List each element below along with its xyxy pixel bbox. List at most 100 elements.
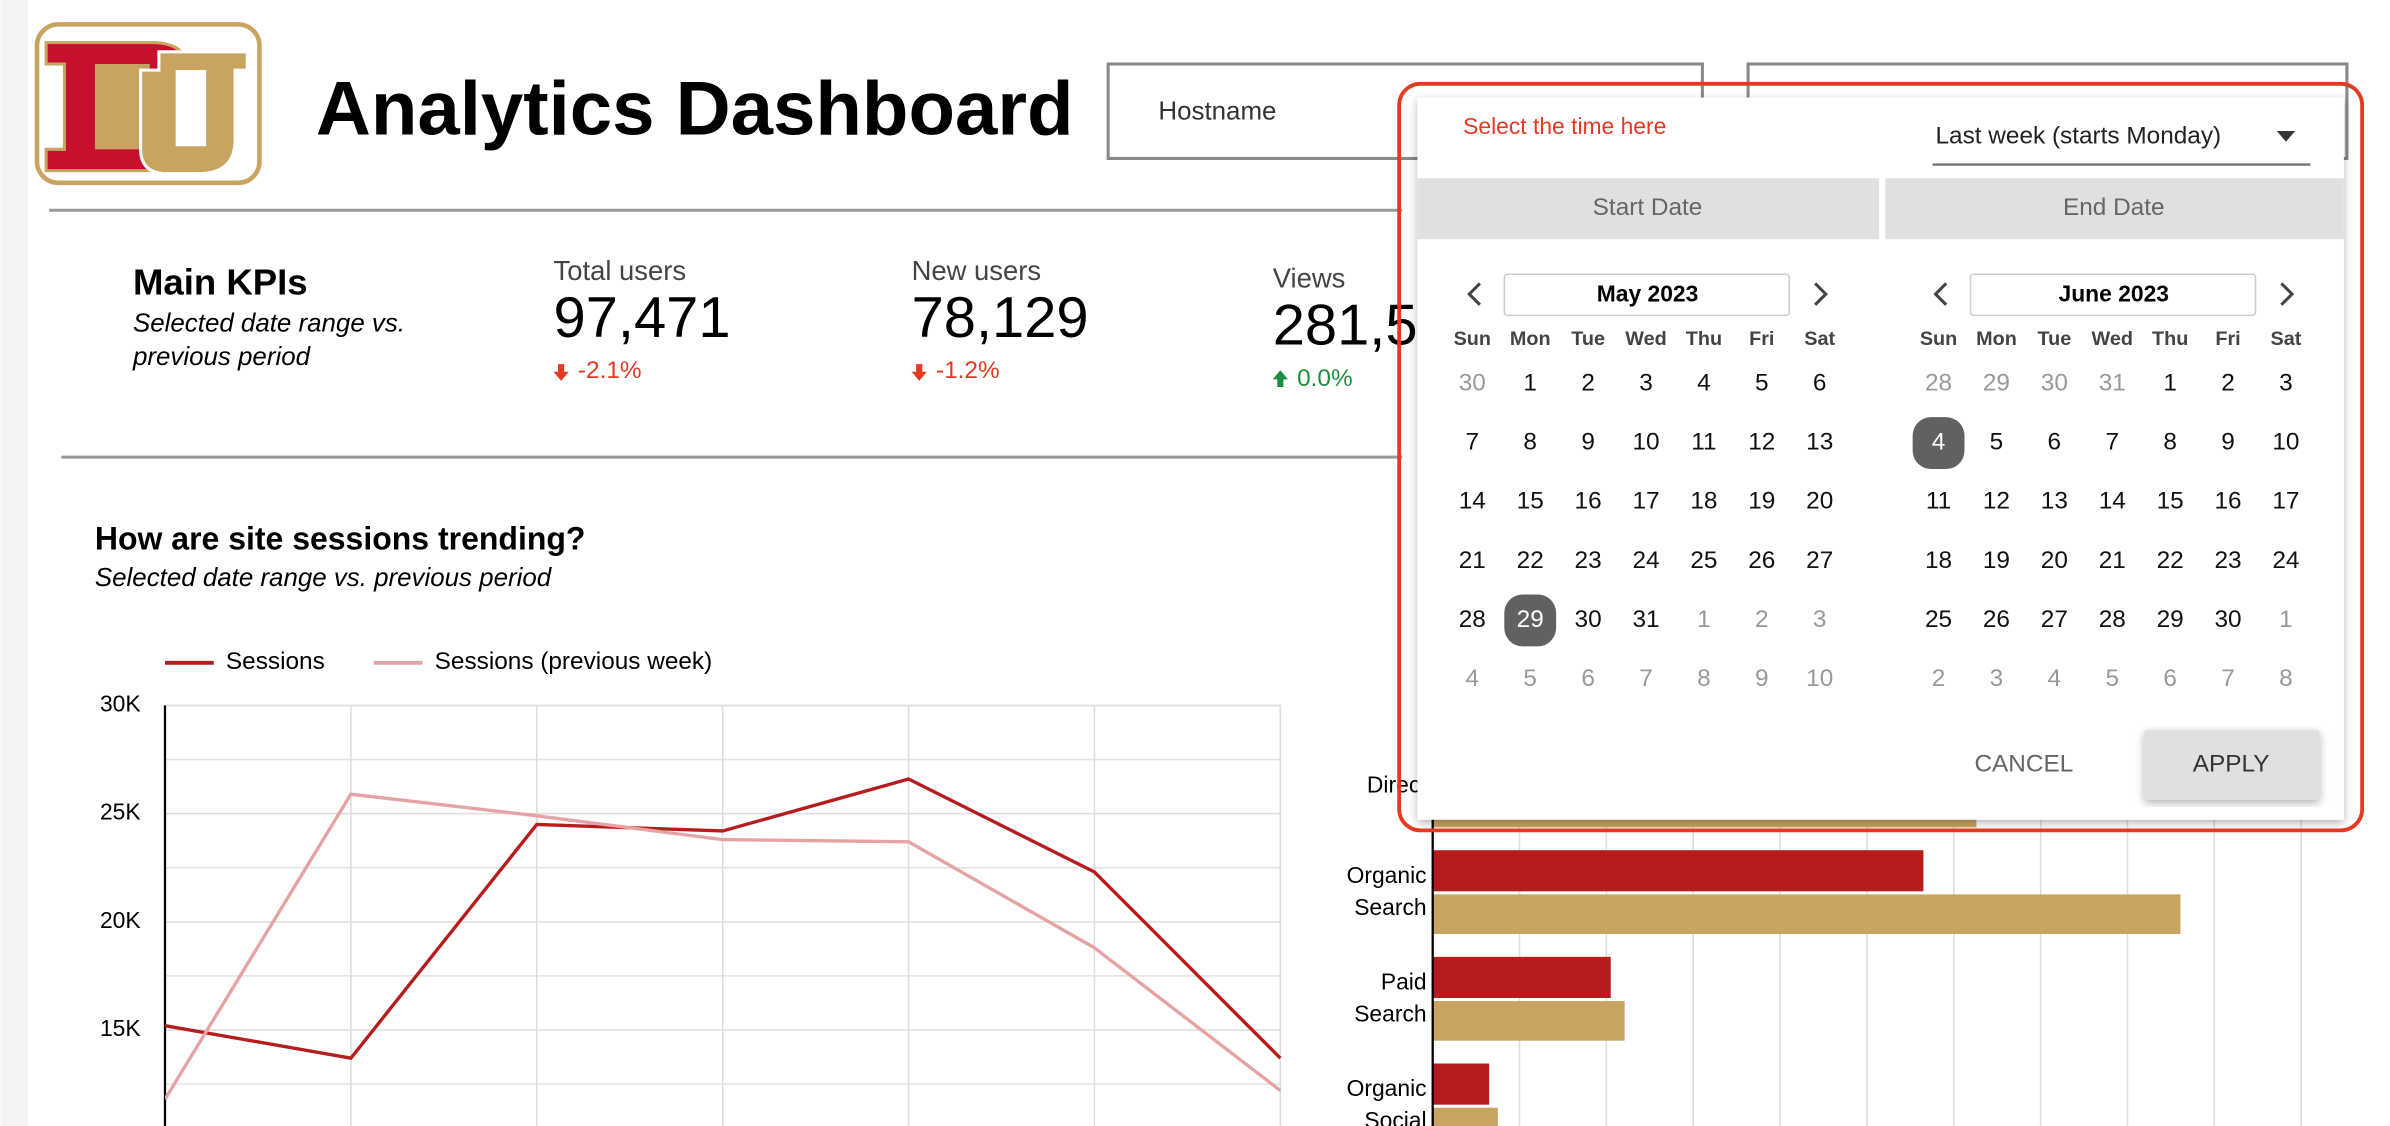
tab[interactable] <box>1885 178 2344 240</box>
day[interactable]: 5 <box>1990 429 2004 456</box>
day[interactable]: 20 <box>1806 488 1833 515</box>
day[interactable]: 21 <box>2099 547 2126 574</box>
day[interactable]: 15 <box>1517 488 1544 515</box>
day[interactable]: 23 <box>2215 547 2242 574</box>
day[interactable]: 29 <box>1983 369 2010 396</box>
day[interactable]: 7 <box>1466 429 1480 456</box>
day[interactable]: 6 <box>1581 665 1595 692</box>
day[interactable]: 7 <box>2105 429 2119 456</box>
next-month[interactable] <box>1814 282 1828 306</box>
day[interactable]: 8 <box>1697 665 1711 692</box>
trend-arrow <box>1272 370 1288 388</box>
cancel-button[interactable]: CANCEL <box>1974 750 2073 777</box>
dropdown-arrow[interactable] <box>2276 131 2296 142</box>
day[interactable]: 8 <box>2279 665 2293 692</box>
apply-button[interactable] <box>2144 729 2320 800</box>
day[interactable]: 10 <box>1632 429 1659 456</box>
day[interactable]: 3 <box>1813 606 1827 633</box>
day[interactable]: 3 <box>1639 369 1653 396</box>
day[interactable]: 31 <box>2099 369 2126 396</box>
day[interactable]: 18 <box>1690 488 1717 515</box>
day[interactable]: 2 <box>1581 369 1595 396</box>
day[interactable]: 12 <box>1983 488 2010 515</box>
day[interactable]: 12 <box>1748 429 1775 456</box>
day[interactable]: 30 <box>2215 606 2242 633</box>
day[interactable]: 14 <box>1459 488 1486 515</box>
day[interactable]: 28 <box>1459 606 1486 633</box>
day[interactable]: 30 <box>2041 369 2068 396</box>
day[interactable]: 6 <box>2163 665 2177 692</box>
day[interactable]: 27 <box>1806 547 1833 574</box>
day[interactable]: 10 <box>1806 665 1833 692</box>
day[interactable]: 17 <box>2272 488 2299 515</box>
day[interactable]: 21 <box>1459 547 1486 574</box>
day[interactable]: 2 <box>1755 606 1769 633</box>
day[interactable]: 26 <box>1748 547 1775 574</box>
day[interactable]: 10 <box>2272 429 2299 456</box>
day[interactable]: 7 <box>1639 665 1653 692</box>
day[interactable]: 25 <box>1690 547 1717 574</box>
day[interactable]: 8 <box>2163 429 2177 456</box>
day[interactable]: 15 <box>2157 488 2184 515</box>
apply-label[interactable]: APPLY <box>2193 750 2270 777</box>
day[interactable]: 1 <box>1697 606 1711 633</box>
day[interactable]: 17 <box>1632 488 1659 515</box>
day[interactable]: 24 <box>1632 547 1659 574</box>
day[interactable]: 9 <box>1581 429 1595 456</box>
day[interactable]: 27 <box>2041 606 2068 633</box>
day[interactable]: 6 <box>2048 429 2062 456</box>
day[interactable]: 31 <box>1632 606 1659 633</box>
day[interactable]: 22 <box>1517 547 1544 574</box>
day[interactable]: 16 <box>1575 488 1602 515</box>
next-month[interactable] <box>2280 282 2295 306</box>
day[interactable]: 16 <box>2215 488 2242 515</box>
day[interactable]: 22 <box>2157 547 2184 574</box>
day[interactable]: 5 <box>1523 665 1537 692</box>
day[interactable]: 11 <box>1691 429 1716 456</box>
y-tick-label: 30K <box>100 690 141 716</box>
day[interactable]: 28 <box>2099 606 2126 633</box>
day[interactable]: 3 <box>1990 665 2004 692</box>
day[interactable]: 4 <box>1697 369 1711 396</box>
day[interactable]: 23 <box>1575 547 1602 574</box>
day[interactable]: 14 <box>2099 488 2126 515</box>
day[interactable]: 9 <box>2221 429 2235 456</box>
day[interactable]: 30 <box>1575 606 1602 633</box>
day[interactable]: 25 <box>1925 606 1952 633</box>
day[interactable]: 18 <box>1925 547 1952 574</box>
tab[interactable] <box>1417 178 1880 240</box>
y-category-label: Direct <box>1367 771 1427 797</box>
day[interactable]: 4 <box>1466 665 1480 692</box>
day[interactable]: 1 <box>2163 369 2177 396</box>
day[interactable]: 8 <box>1523 429 1537 456</box>
prev-month[interactable] <box>1933 282 1948 306</box>
day[interactable]: 13 <box>1806 429 1833 456</box>
day[interactable]: 19 <box>1983 547 2010 574</box>
day[interactable]: 9 <box>1755 665 1769 692</box>
day[interactable]: 29 <box>2157 606 2184 633</box>
day[interactable]: 1 <box>2279 606 2293 633</box>
preset-select[interactable]: Last week (starts Monday) <box>1936 123 2222 150</box>
day[interactable]: 28 <box>1925 369 1952 396</box>
day[interactable]: 11 <box>1926 488 1951 515</box>
day[interactable]: 13 <box>2041 488 2068 515</box>
weekday: Sun <box>1920 328 1957 350</box>
prev-month[interactable] <box>1467 282 1482 306</box>
day[interactable]: 4 <box>1932 429 1946 456</box>
day[interactable]: 19 <box>1748 488 1775 515</box>
day[interactable]: 2 <box>1932 665 1946 692</box>
day[interactable]: 5 <box>1755 369 1769 396</box>
day[interactable]: 7 <box>2221 665 2235 692</box>
day[interactable]: 2 <box>2221 369 2235 396</box>
day[interactable]: 30 <box>1459 369 1486 396</box>
day[interactable]: 5 <box>2105 665 2119 692</box>
day[interactable]: 3 <box>2279 369 2293 396</box>
day[interactable]: 1 <box>1523 369 1537 396</box>
day[interactable]: 24 <box>2272 547 2299 574</box>
day[interactable]: 26 <box>1983 606 2010 633</box>
day[interactable]: 29 <box>1517 606 1544 633</box>
day[interactable]: 20 <box>2041 547 2068 574</box>
day[interactable]: 6 <box>1813 369 1827 396</box>
day[interactable]: 4 <box>2048 665 2062 692</box>
